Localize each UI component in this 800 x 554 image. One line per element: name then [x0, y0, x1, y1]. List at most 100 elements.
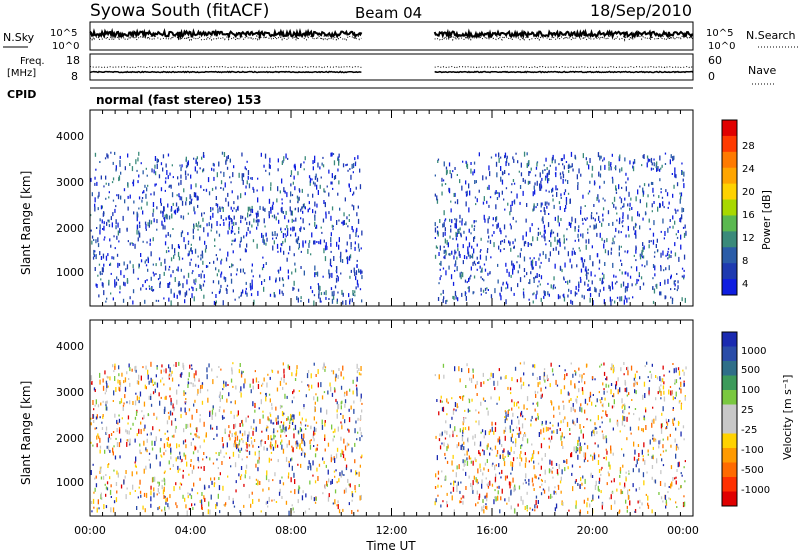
range-gate-cell	[111, 256, 113, 260]
range-gate-cell	[239, 439, 241, 443]
range-gate-cell	[545, 189, 547, 192]
range-gate-cell	[109, 262, 112, 266]
range-gate-cell	[337, 404, 339, 410]
range-gate-cell	[256, 226, 258, 230]
range-gate-cell	[672, 363, 674, 365]
range-gate-cell	[342, 292, 344, 297]
range-gate-cell	[201, 253, 204, 259]
range-gate-cell	[601, 222, 603, 227]
range-gate-cell	[356, 387, 358, 391]
range-gate-cell	[354, 246, 356, 251]
range-gate-cell	[661, 423, 663, 428]
range-gate-cell	[557, 422, 559, 427]
range-gate-cell	[533, 488, 535, 491]
range-gate-cell	[126, 371, 128, 375]
range-gate-cell	[218, 485, 221, 491]
range-gate-cell	[490, 256, 492, 259]
range-gate-cell	[155, 374, 157, 378]
range-gate-cell	[646, 202, 648, 208]
range-gate-cell	[242, 423, 244, 427]
range-gate-cell	[585, 219, 587, 221]
range-gate-cell	[489, 239, 492, 244]
range-gate-cell	[246, 443, 248, 449]
range-gate-cell	[246, 221, 248, 225]
range-gate-cell	[668, 201, 670, 205]
range-gate-cell	[658, 440, 660, 445]
range-gate-cell	[619, 482, 621, 486]
range-gate-cell	[283, 412, 285, 415]
range-gate-cell	[544, 201, 546, 206]
range-gate-cell	[297, 171, 299, 176]
range-gate-cell	[562, 163, 564, 166]
station-title: Syowa South (fitACF)	[90, 1, 269, 21]
colorbar-cell	[722, 491, 737, 507]
range-gate-cell	[233, 414, 235, 419]
range-gate-cell	[482, 397, 485, 401]
range-gate-cell	[261, 281, 263, 285]
range-gate-cell	[646, 260, 648, 266]
range-gate-cell	[356, 393, 358, 397]
range-gate-cell	[278, 491, 281, 496]
range-gate-cell	[212, 162, 214, 166]
range-gate-cell	[247, 227, 249, 231]
range-gate-cell	[315, 224, 318, 229]
range-gate-cell	[604, 262, 606, 266]
range-gate-cell	[356, 388, 358, 394]
range-gate-cell	[312, 166, 314, 171]
range-gate-cell	[115, 482, 118, 486]
colorbar-cell	[722, 247, 737, 264]
range-gate-cell	[284, 428, 286, 434]
range-gate-cell	[207, 397, 209, 403]
range-gate-cell	[236, 444, 238, 450]
range-gate-cell	[575, 504, 577, 509]
range-gate-cell	[244, 192, 246, 196]
range-gate-cell	[646, 471, 648, 474]
range-gate-cell	[539, 283, 541, 286]
range-gate-cell	[664, 152, 667, 155]
range-gate-cell	[554, 286, 556, 289]
range-gate-cell	[138, 174, 140, 178]
range-gate-cell	[354, 272, 356, 277]
range-gate-cell	[201, 504, 203, 510]
range-gate-cell	[90, 229, 92, 232]
range-gate-cell	[182, 474, 184, 479]
range-gate-cell	[655, 439, 657, 442]
range-gate-cell	[223, 276, 225, 280]
range-gate-cell	[670, 250, 672, 254]
range-gate-cell	[197, 204, 199, 208]
range-gate-cell	[108, 279, 110, 285]
range-gate-cell	[91, 192, 93, 197]
range-gate-cell	[480, 431, 482, 434]
range-gate-cell	[545, 420, 547, 423]
range-gate-cell	[162, 489, 165, 495]
range-gate-cell	[236, 206, 239, 210]
range-gate-cell	[156, 228, 158, 231]
range-gate-cell	[559, 412, 561, 415]
range-gate-cell	[286, 418, 288, 421]
range-gate-cell	[678, 422, 680, 424]
range-gate-cell	[288, 424, 291, 429]
range-gate-cell	[504, 498, 506, 502]
range-gate-cell	[148, 285, 150, 288]
range-gate-cell	[348, 293, 350, 298]
range-gate-cell	[588, 396, 591, 402]
range-gate-cell	[328, 269, 330, 275]
range-gate-cell	[246, 292, 248, 297]
range-gate-cell	[178, 281, 180, 286]
range-gate-cell	[446, 413, 448, 416]
range-gate-cell	[635, 464, 637, 468]
range-gate-cell	[187, 384, 189, 388]
range-gate-cell	[643, 154, 645, 159]
range-gate-cell	[329, 262, 332, 266]
range-gate-cell	[443, 245, 445, 248]
range-gate-cell	[137, 180, 139, 184]
range-gate-cell	[226, 284, 229, 287]
range-gate-cell	[99, 379, 101, 385]
range-gate-cell	[189, 201, 192, 204]
range-gate-cell	[555, 379, 557, 385]
range-gate-cell	[635, 230, 637, 236]
range-gate-cell	[446, 460, 449, 464]
range-gate-cell	[294, 232, 297, 237]
range-gate-cell	[110, 437, 112, 440]
range-gate-cell	[503, 224, 506, 230]
